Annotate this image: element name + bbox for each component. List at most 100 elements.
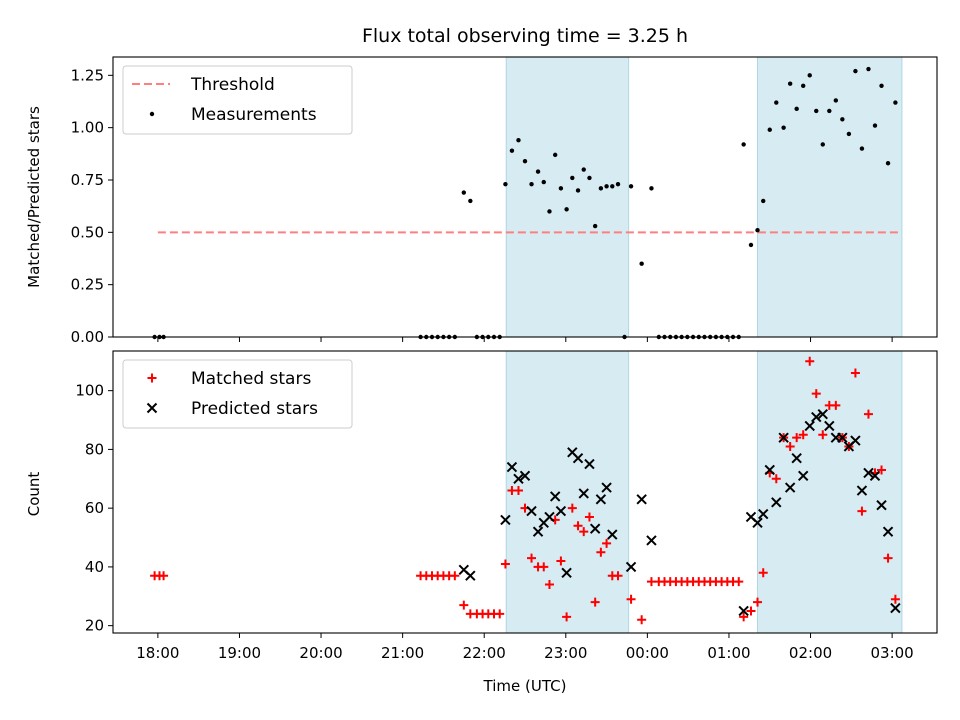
data-point [752,517,763,529]
data-point [817,408,828,420]
data-point [856,485,868,496]
data-point [879,83,884,88]
shaded-interval [757,350,903,634]
data-point [804,420,815,432]
legend-frame [122,359,353,429]
data-point [797,470,809,482]
legend-frame [122,65,353,135]
data-point [807,73,812,78]
data-point [824,420,835,432]
data-point [781,125,786,130]
data-point [771,497,782,508]
shaded-interval [505,350,630,634]
data-point [753,597,763,607]
legend-label: Matched stars [191,369,311,389]
data-point [500,559,510,569]
data-point [761,198,766,204]
data-point [774,100,779,105]
data-point [564,207,569,212]
data-point [450,571,460,581]
y-tick-label: 0.50 [71,223,104,241]
data-point [785,441,795,451]
data-point [602,538,612,548]
data-point [866,66,871,72]
data-point [526,505,537,517]
data-point [592,223,598,229]
data-point [877,465,887,475]
data-point [778,432,789,443]
data-point [468,198,473,204]
data-point [532,526,544,537]
data-point [734,577,744,587]
data-point [513,486,523,496]
data-point [544,511,555,523]
data-point [575,188,581,193]
data-point [741,142,746,147]
data-point [500,514,511,526]
data-point [831,400,841,410]
x-tick-label: 21:00 [381,644,424,662]
data-point [787,81,793,86]
y-tick-label: 0.25 [71,276,104,294]
data-point [739,612,749,622]
data-point [552,152,558,158]
data-point [869,470,881,482]
data-point [748,242,754,248]
data-point [846,131,852,137]
data-point [570,175,575,181]
data-point [601,482,612,493]
flux-ratio-panel: 0.00 0.25 0.50 0.75 1.00 1.25 Threshold Measure… [71,56,938,346]
data-point [495,609,505,619]
x-tick-label: 20:00 [299,644,342,662]
data-point [459,600,469,610]
data-point [837,432,848,443]
legend-swatch [146,402,158,414]
data-point [876,500,887,511]
data-point [767,127,772,132]
data-point [890,602,901,614]
chart-title: Flux total observing time = 3.25 h [362,25,688,47]
data-point [890,594,900,604]
data-point [863,467,874,479]
data-point [792,433,802,443]
data-point [598,186,604,191]
data-point [579,527,589,537]
legend: Threshold Measurements [122,65,353,135]
plot-frame [112,56,938,338]
y-tick-label: 0.00 [71,328,104,346]
data-point [625,561,637,573]
data-point [882,526,894,537]
data-point [883,553,893,563]
data-point [581,167,586,172]
data-point [628,184,634,189]
data-point [626,594,636,604]
data-point [755,228,760,233]
data-point [556,556,566,566]
data-point [820,142,825,147]
data-point [791,453,802,464]
x-tick-label: 18:00 [136,644,179,662]
legend-label: Predicted stars [191,399,318,419]
x-tick-label: 02:00 [789,644,832,662]
data-point [596,547,606,557]
y-tick-label: 80 [85,440,104,458]
legend: Matched stars Predicted stars [122,359,353,429]
data-point [850,368,860,378]
data-point [503,181,508,187]
data-point [610,184,615,189]
data-point [798,430,808,440]
data-point [506,461,518,473]
y-axis-label-bottom: Count [25,472,43,517]
data-point [584,458,595,470]
data-point [857,506,867,516]
data-point [527,553,537,563]
data-point [558,186,564,191]
data-point [159,571,169,581]
x-axis-label: Time (UTC) [483,677,567,695]
data-point [805,356,815,366]
data-point [872,123,878,128]
data-point [522,158,528,164]
data-point [590,597,600,607]
data-point [814,108,819,114]
